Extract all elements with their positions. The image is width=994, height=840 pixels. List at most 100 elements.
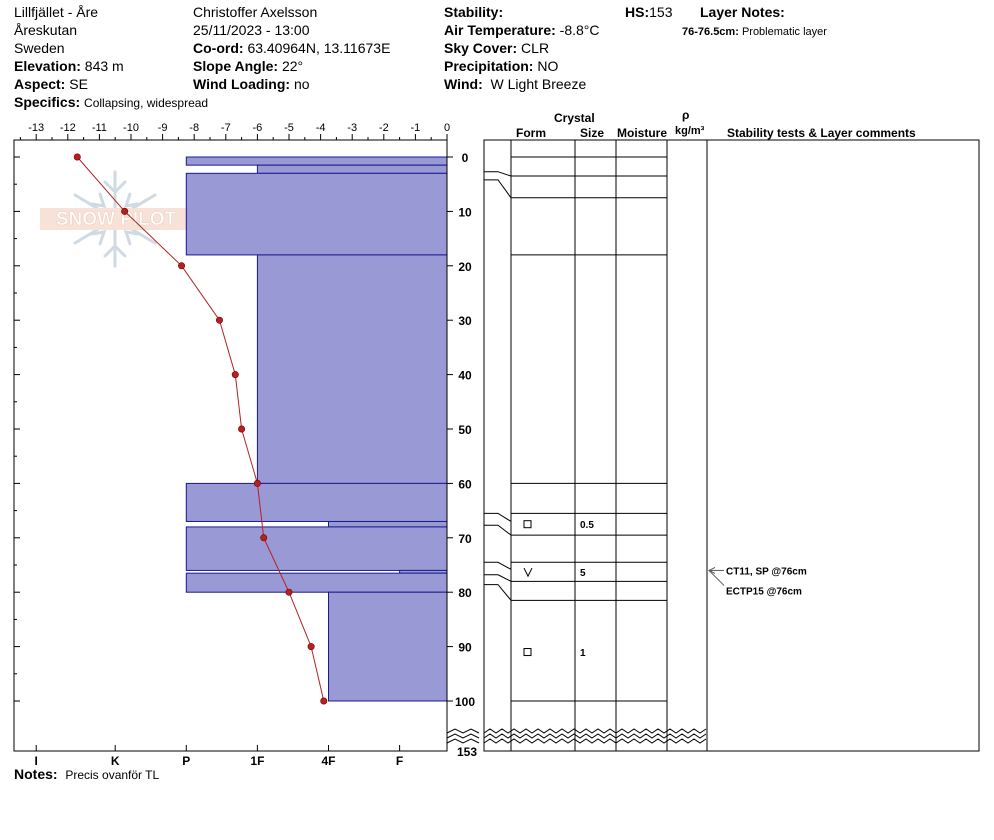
stability-test-label: ECTP15 @76cm bbox=[726, 586, 802, 597]
air-temperature: Air Temperature: -8.8°C bbox=[444, 21, 600, 39]
temperature-point bbox=[253, 479, 261, 487]
hardness-tick-label: F bbox=[396, 754, 403, 768]
stability: Stability: bbox=[444, 3, 503, 21]
layer-connector bbox=[484, 179, 512, 199]
hardness-layer bbox=[256, 164, 448, 174]
temp-tick-label: -2 bbox=[379, 122, 389, 134]
datetime: 25/11/2023 - 13:00 bbox=[193, 22, 310, 38]
temperature-point bbox=[238, 425, 246, 433]
rho-header: ρ bbox=[682, 108, 690, 122]
elevation: Elevation: 843 m bbox=[14, 57, 124, 75]
temperature-profile bbox=[73, 153, 328, 705]
hardness-layers bbox=[185, 156, 448, 702]
slope-angle: Slope Angle: 22° bbox=[193, 57, 303, 75]
temp-tick-label: -11 bbox=[92, 122, 107, 134]
layer-connector bbox=[484, 561, 512, 570]
depth-tick-label: 90 bbox=[458, 641, 472, 655]
temperature-point bbox=[320, 697, 328, 705]
coord-value: 63.40964N, 13.11673E bbox=[247, 40, 391, 56]
location: Lillfjället - Åre bbox=[14, 4, 99, 20]
skycover-label: Sky Cover: bbox=[444, 40, 518, 56]
temp-tick-label: -9 bbox=[158, 122, 168, 134]
airtemp-value: -8.8°C bbox=[559, 22, 600, 38]
temp-tick-label: 0 bbox=[444, 122, 450, 134]
temperature-point bbox=[121, 207, 129, 215]
crystal-form-icon bbox=[523, 520, 532, 529]
wind-loading: Wind Loading: no bbox=[193, 75, 310, 93]
layer-connector bbox=[484, 512, 512, 522]
aspect-label: Aspect: bbox=[14, 76, 66, 92]
snowpilot-watermark: SNOW PILOT bbox=[40, 170, 192, 268]
hardness-layer bbox=[328, 591, 448, 702]
density-unit: kg/m³ bbox=[675, 125, 705, 137]
depth-tick-label: 0 bbox=[462, 151, 469, 165]
precipitation: Precipitation: NO bbox=[444, 57, 558, 75]
watermark-text: SNOW PILOT bbox=[56, 209, 177, 230]
temp-tick-label: -6 bbox=[253, 122, 263, 134]
depth-tick-label: 70 bbox=[458, 532, 472, 546]
notes-label: Notes: bbox=[14, 766, 58, 782]
observer: Christoffer Axelsson bbox=[193, 4, 318, 20]
depth-tick-label: 100 bbox=[455, 695, 475, 709]
temp-tick-label: -8 bbox=[189, 122, 199, 134]
temp-tick-label: -12 bbox=[60, 122, 76, 134]
slope-value: 22° bbox=[281, 58, 304, 74]
temperature-point bbox=[260, 534, 268, 542]
notes: Notes: Precis ovanför TL bbox=[14, 765, 159, 784]
size-header: Size bbox=[580, 126, 605, 140]
comments-header: Stability tests & Layer comments bbox=[727, 126, 916, 140]
area: Åreskutan bbox=[14, 22, 78, 38]
crystal-size-label: 1 bbox=[580, 648, 586, 659]
form-header: Form bbox=[516, 126, 546, 140]
temperature-point bbox=[285, 588, 293, 596]
hardness-tick-label: 1F bbox=[250, 754, 264, 768]
temp-tick-label: -13 bbox=[28, 122, 44, 134]
table-break bbox=[483, 728, 707, 734]
layer-connector bbox=[484, 524, 512, 536]
layer-connector bbox=[484, 584, 512, 601]
axis-break bbox=[446, 728, 480, 734]
layer-notes-label: Layer Notes: bbox=[700, 4, 785, 20]
temp-tick-label: -4 bbox=[316, 122, 326, 134]
layer-table: 0.5 5 1 CT11, SP @76cm ECTP15 @76cm bbox=[483, 139, 980, 752]
elevation-value: 843 m bbox=[84, 58, 124, 74]
wind: Wind: W Light Breeze bbox=[444, 75, 586, 93]
slope-label: Slope Angle: bbox=[193, 58, 279, 74]
temp-tick-label: -3 bbox=[347, 122, 357, 134]
depth-tick-label: 80 bbox=[458, 586, 472, 600]
chart-axes: -13 -12 -11 -10 -9 -8 -7 -6 -5 -4 -3 -2 -1 0010203040… bbox=[13, 122, 480, 768]
hardness-layer bbox=[185, 156, 448, 166]
hardness-tick-label: 4F bbox=[321, 754, 335, 768]
crystal-form-icon bbox=[523, 648, 532, 657]
moisture-header: Moisture bbox=[617, 126, 668, 140]
temperature-point bbox=[215, 316, 223, 324]
hardness-tick-label: P bbox=[182, 754, 190, 768]
specifics-value: Collapsing, widespread bbox=[84, 96, 209, 110]
crystal-header: Crystal bbox=[554, 111, 595, 125]
crystal-size-label: 0.5 bbox=[580, 520, 594, 531]
temperature-point bbox=[73, 153, 81, 161]
layer-connector bbox=[484, 171, 512, 177]
aspect-value: SE bbox=[69, 76, 88, 92]
layer-connector bbox=[484, 574, 512, 582]
aspect: Aspect: SE bbox=[14, 75, 88, 93]
sky-cover: Sky Cover: CLR bbox=[444, 39, 549, 57]
temp-tick-label: -5 bbox=[284, 122, 294, 134]
crystal-size-label: 5 bbox=[580, 568, 586, 579]
country: Sweden bbox=[14, 40, 65, 56]
windload-value: no bbox=[293, 76, 310, 92]
hs-value: 153 bbox=[649, 4, 673, 20]
axis-break bbox=[446, 738, 480, 744]
notes-text: Precis ovanför TL bbox=[65, 768, 160, 782]
temperature-point bbox=[231, 371, 239, 379]
hardness-layer bbox=[328, 520, 448, 528]
table-frame bbox=[483, 139, 980, 752]
hardness-layer bbox=[185, 172, 448, 256]
hardness-layer bbox=[185, 526, 448, 571]
watermark-band bbox=[40, 208, 192, 230]
coordinates: Co-ord: 63.40964N, 13.11673E bbox=[193, 39, 390, 57]
depth-tick-label: 40 bbox=[458, 369, 472, 383]
axis-break bbox=[446, 733, 480, 739]
plot-frame bbox=[13, 139, 448, 752]
